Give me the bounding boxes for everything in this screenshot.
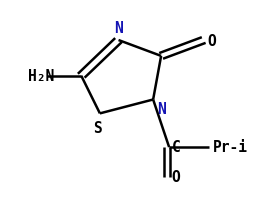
Text: Pr-i: Pr-i: [213, 139, 248, 154]
Text: O: O: [208, 33, 217, 48]
Text: S: S: [93, 121, 102, 136]
Text: H₂N: H₂N: [28, 69, 54, 84]
Text: C: C: [172, 139, 180, 154]
Text: N: N: [114, 21, 123, 36]
Text: O: O: [172, 169, 180, 184]
Text: N: N: [157, 102, 166, 117]
